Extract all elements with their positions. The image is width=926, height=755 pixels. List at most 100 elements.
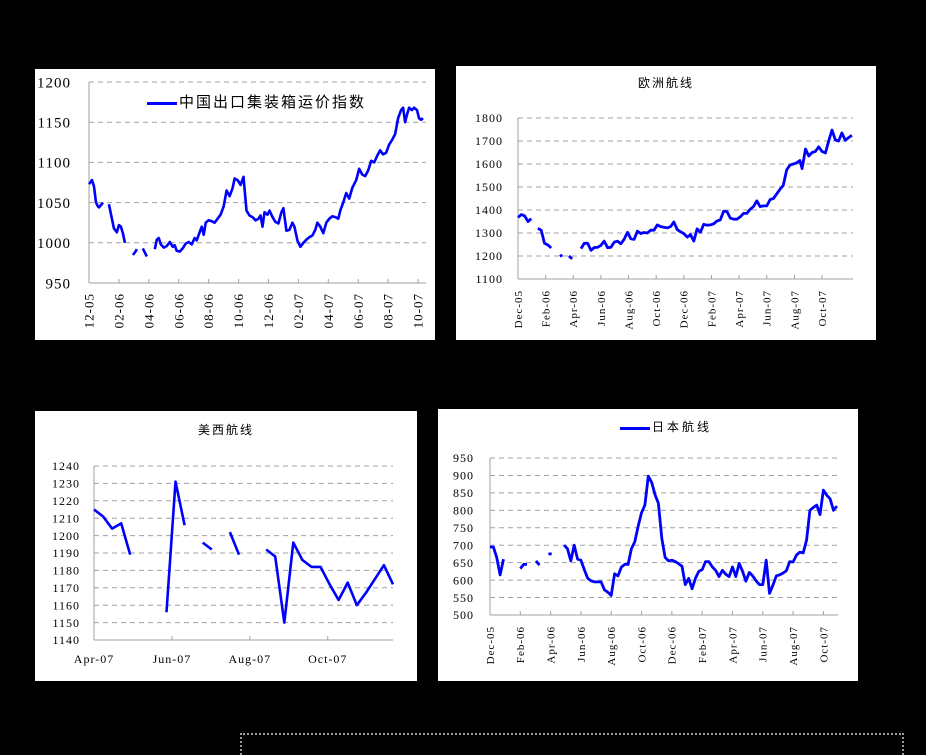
y-tick-label: 1150 [38, 115, 71, 131]
x-tick-label: 08-06 [201, 293, 216, 328]
x-tick-label: 08-07 [381, 293, 396, 328]
y-tick-label: 1230 [52, 477, 80, 491]
series-line [490, 545, 505, 577]
y-tick-label: 1200 [475, 249, 503, 263]
series-line [201, 541, 213, 551]
series-line [107, 203, 127, 244]
legend-line-icon [620, 426, 650, 430]
series-line [265, 541, 395, 624]
x-tick-label: Jun-07 [762, 290, 774, 326]
y-tick-label: 950 [453, 451, 474, 465]
dotted-frame [240, 733, 904, 755]
y-tick-label: 1400 [475, 203, 503, 217]
x-tick-label: Oct-06 [636, 626, 648, 663]
x-tick-label: Feb-06 [515, 626, 527, 663]
x-tick-label: Aug-07 [789, 290, 801, 330]
x-tick-label: Jun-07 [758, 626, 770, 662]
y-tick-label: 1100 [38, 156, 71, 172]
y-tick-label: 650 [453, 556, 474, 570]
y-tick-label: 1500 [475, 180, 503, 194]
y-tick-label: 1240 [52, 459, 80, 473]
legend-japan: 日本航线 [620, 418, 712, 435]
x-tick-label: Oct-06 [651, 290, 663, 327]
legend-ccfi: 中国出口集装箱运价指数 [147, 91, 366, 112]
x-tick-label: 12-06 [261, 293, 276, 328]
y-tick-label: 800 [453, 504, 474, 518]
x-tick-label: Oct-07 [308, 652, 347, 666]
y-tick-label: 1000 [37, 236, 71, 252]
series-line [165, 480, 186, 613]
x-tick-label: 04-06 [141, 293, 156, 328]
y-tick-label: 500 [453, 608, 474, 622]
series-line [517, 213, 533, 223]
legend-label: 中国出口集装箱运价指数 [179, 95, 367, 111]
x-tick-label: 10-07 [411, 293, 426, 328]
x-tick-label: 12-05 [82, 293, 97, 328]
x-tick-label: 10-06 [231, 293, 246, 328]
y-tick-label: 1300 [475, 226, 503, 240]
series-line [537, 227, 553, 249]
y-tick-label: 700 [453, 538, 474, 552]
x-tick-label: Apr-06 [568, 290, 580, 328]
chart-title-europe: 欧洲航线 [637, 76, 694, 90]
x-tick-label: Apr-07 [734, 290, 746, 328]
x-tick-label: 06-07 [351, 293, 366, 328]
x-tick-label: Feb-06 [540, 290, 552, 327]
x-tick-label: Dec-05 [485, 626, 497, 664]
x-tick-label: Jun-06 [596, 290, 608, 326]
y-tick-label: 1210 [52, 511, 80, 525]
chart-japan: 500 550 600 650 700 750 800 850 900 950 Dec-05 Feb-… [453, 451, 838, 666]
x-tick-label: Jun-06 [576, 626, 588, 662]
x-tick-label: Aug-06 [623, 290, 635, 330]
x-tick-label: Apr-06 [545, 626, 557, 664]
y-tick-label: 1700 [475, 134, 503, 148]
y-tick-label: 900 [453, 469, 474, 483]
legend-label: 日本航线 [652, 420, 713, 434]
x-tick-label: Aug-07 [788, 626, 800, 666]
x-tick-label: Oct-07 [817, 290, 829, 327]
y-tick-label: 1600 [475, 157, 503, 171]
chart-ccfi: 950 1000 1050 1100 1150 1200 12-05 02-06 04-06 06… [37, 75, 426, 328]
series-line [93, 508, 132, 556]
x-tick-label: 06-06 [171, 293, 186, 328]
chart-panel-europe: 欧洲航线 1100 1200 1300 1400 1500 1600 1700 1800 Dec… [455, 65, 877, 341]
chart-panel-japan: 日本航线 500 550 600 650 700 750 800 850 900 950 Dec-0… [437, 408, 859, 682]
series-line [87, 178, 104, 209]
x-tick-label: Apr-07 [727, 626, 739, 664]
y-tick-label: 1160 [52, 598, 80, 612]
y-tick-label: 950 [46, 276, 72, 292]
x-tick-label: Dec-06 [667, 626, 679, 664]
series-line [228, 531, 241, 556]
x-tick-label: Feb-07 [697, 626, 709, 663]
x-tick-label: 02-07 [291, 293, 306, 328]
y-tick-label: 600 [453, 573, 474, 587]
x-tick-label: Apr-07 [74, 652, 114, 666]
chart-us-west: 1140 1150 1160 1170 1180 1190 1200 1210 1220 1230… [52, 459, 395, 666]
y-tick-label: 1170 [52, 581, 80, 595]
series-line [519, 562, 527, 570]
chart-panel-us-west: 美西航线 1140 1150 1160 1170 1180 1190 1200 1210 122… [34, 410, 418, 682]
x-tick-label: 04-07 [321, 293, 336, 328]
y-tick-label: 1190 [52, 546, 80, 560]
x-tick-label: Jun-07 [153, 652, 192, 666]
chart-panel-ccfi: 950 1000 1050 1100 1150 1200 12-05 02-06 04-06 06… [34, 68, 436, 341]
x-tick-label: Oct-07 [818, 626, 830, 663]
y-tick-label: 1200 [52, 529, 80, 543]
x-tick-label: Dec-06 [679, 290, 691, 328]
y-tick-label: 1200 [37, 75, 71, 91]
series-line [579, 128, 853, 252]
y-tick-label: 1150 [52, 616, 80, 630]
x-tick-label: Dec-05 [513, 290, 525, 328]
x-tick-label: Aug-07 [229, 652, 272, 666]
y-tick-label: 1050 [37, 196, 71, 212]
series-line [563, 474, 838, 597]
y-tick-label: 850 [453, 486, 474, 500]
y-tick-label: 750 [453, 521, 474, 535]
legend-line-icon [147, 102, 177, 106]
y-tick-label: 1220 [52, 494, 80, 508]
y-tick-label: 1180 [52, 564, 80, 578]
series-line [153, 106, 424, 253]
y-tick-label: 1140 [52, 633, 80, 647]
y-tick-label: 550 [453, 591, 474, 605]
series-line [534, 560, 541, 566]
